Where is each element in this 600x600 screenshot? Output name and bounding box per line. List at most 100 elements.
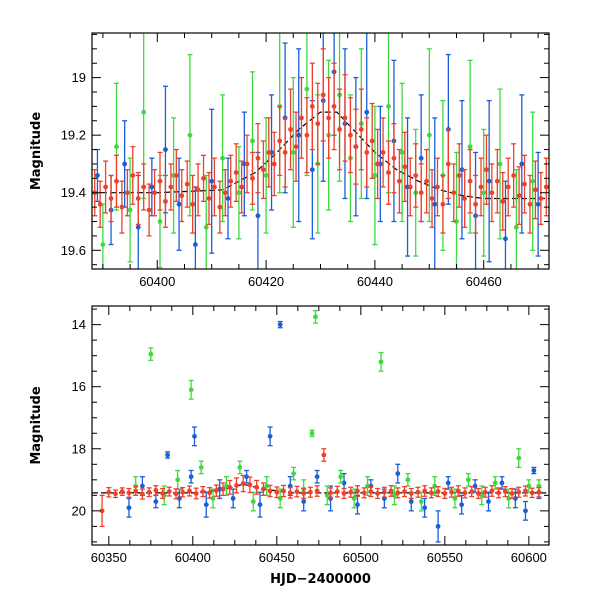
data-point <box>157 178 163 184</box>
series-0 <box>126 320 542 543</box>
data-point <box>489 488 495 494</box>
data-point <box>188 387 194 393</box>
data-point <box>313 314 318 320</box>
data-point <box>250 499 256 504</box>
data-point <box>535 201 541 207</box>
data-point <box>435 184 440 190</box>
y-tick-label: 16 <box>72 379 86 394</box>
data-point <box>375 161 381 167</box>
data-point <box>462 196 468 201</box>
x-tick-label: 60350 <box>91 550 127 565</box>
data-point <box>254 484 260 490</box>
data-point <box>173 173 179 178</box>
x-tick-label: 60600 <box>511 550 547 565</box>
data-point <box>467 144 473 150</box>
data-point <box>257 502 263 508</box>
data-point <box>250 138 255 144</box>
data-point <box>192 433 197 439</box>
y-tick-label: 19 <box>72 70 86 85</box>
data-point <box>435 523 441 529</box>
data-point <box>135 224 141 230</box>
data-point <box>203 224 209 230</box>
data-point <box>459 502 465 508</box>
data-point <box>505 184 511 190</box>
x-tick-label: 60450 <box>259 550 295 565</box>
data-point <box>267 488 273 494</box>
data-point <box>459 167 465 173</box>
data-point <box>422 488 428 494</box>
data-point <box>287 490 293 496</box>
data-point <box>324 492 330 498</box>
data-point <box>141 184 147 190</box>
data-point <box>195 187 201 193</box>
data-point <box>308 489 313 495</box>
data-point <box>328 490 333 496</box>
data-point <box>236 190 242 196</box>
data-point <box>314 488 320 494</box>
data-point <box>396 178 402 184</box>
data-point <box>399 150 405 155</box>
data-point <box>277 322 283 328</box>
top-panel: 60400 60420 60440 60460 19 19.2 19.4 19.6 Magnit… <box>29 32 550 289</box>
data-point <box>522 181 527 187</box>
data-point <box>187 488 192 494</box>
data-point <box>294 489 300 495</box>
data-point <box>348 489 354 495</box>
data-point <box>408 491 414 496</box>
data-point <box>432 201 438 207</box>
data-point <box>126 505 132 511</box>
data-point <box>375 491 381 496</box>
data-point <box>271 161 277 167</box>
data-point <box>532 187 538 193</box>
data-point <box>309 103 315 109</box>
data-point <box>133 488 139 494</box>
data-point <box>386 170 391 175</box>
data-point <box>99 508 105 514</box>
data-point <box>188 474 194 480</box>
data-point <box>173 491 179 497</box>
data-point <box>368 489 374 495</box>
data-point <box>206 196 212 201</box>
data-point <box>364 109 370 115</box>
data-point <box>342 115 348 121</box>
data-point <box>492 480 498 486</box>
data-point <box>203 502 209 508</box>
data-point <box>418 499 424 504</box>
data-point <box>531 468 537 473</box>
data-point <box>217 204 223 210</box>
data-point <box>526 483 532 489</box>
data-point <box>476 491 481 496</box>
data-point <box>511 173 517 178</box>
data-point <box>338 474 344 480</box>
data-point <box>247 482 253 488</box>
data-point <box>440 201 446 207</box>
data-point <box>513 224 519 230</box>
bottom-panel: 60350 60400 60450 60500 60550 60600 14 16 18 20 Ma… <box>29 305 550 587</box>
data-point <box>274 489 280 495</box>
data-point <box>530 178 536 184</box>
data-point <box>227 484 233 490</box>
data-point <box>449 489 454 495</box>
data-point <box>486 178 492 184</box>
data-point <box>114 144 119 150</box>
series-1 <box>100 33 536 269</box>
data-point <box>130 173 136 178</box>
data-point <box>456 173 462 178</box>
data-point <box>153 499 159 504</box>
data-point <box>97 201 103 207</box>
data-point <box>426 132 432 138</box>
data-point <box>469 489 475 495</box>
data-point <box>334 489 340 495</box>
data-point <box>296 132 302 138</box>
data-point <box>163 147 168 152</box>
data-point <box>391 155 397 161</box>
data-point <box>378 359 384 365</box>
data-point <box>486 499 491 504</box>
data-point <box>429 196 435 201</box>
data-point <box>168 184 174 190</box>
y-axis-title: Magnitude <box>29 386 44 465</box>
x-tick-label: 60400 <box>175 550 211 565</box>
data-point <box>309 167 315 173</box>
data-point <box>277 138 283 144</box>
